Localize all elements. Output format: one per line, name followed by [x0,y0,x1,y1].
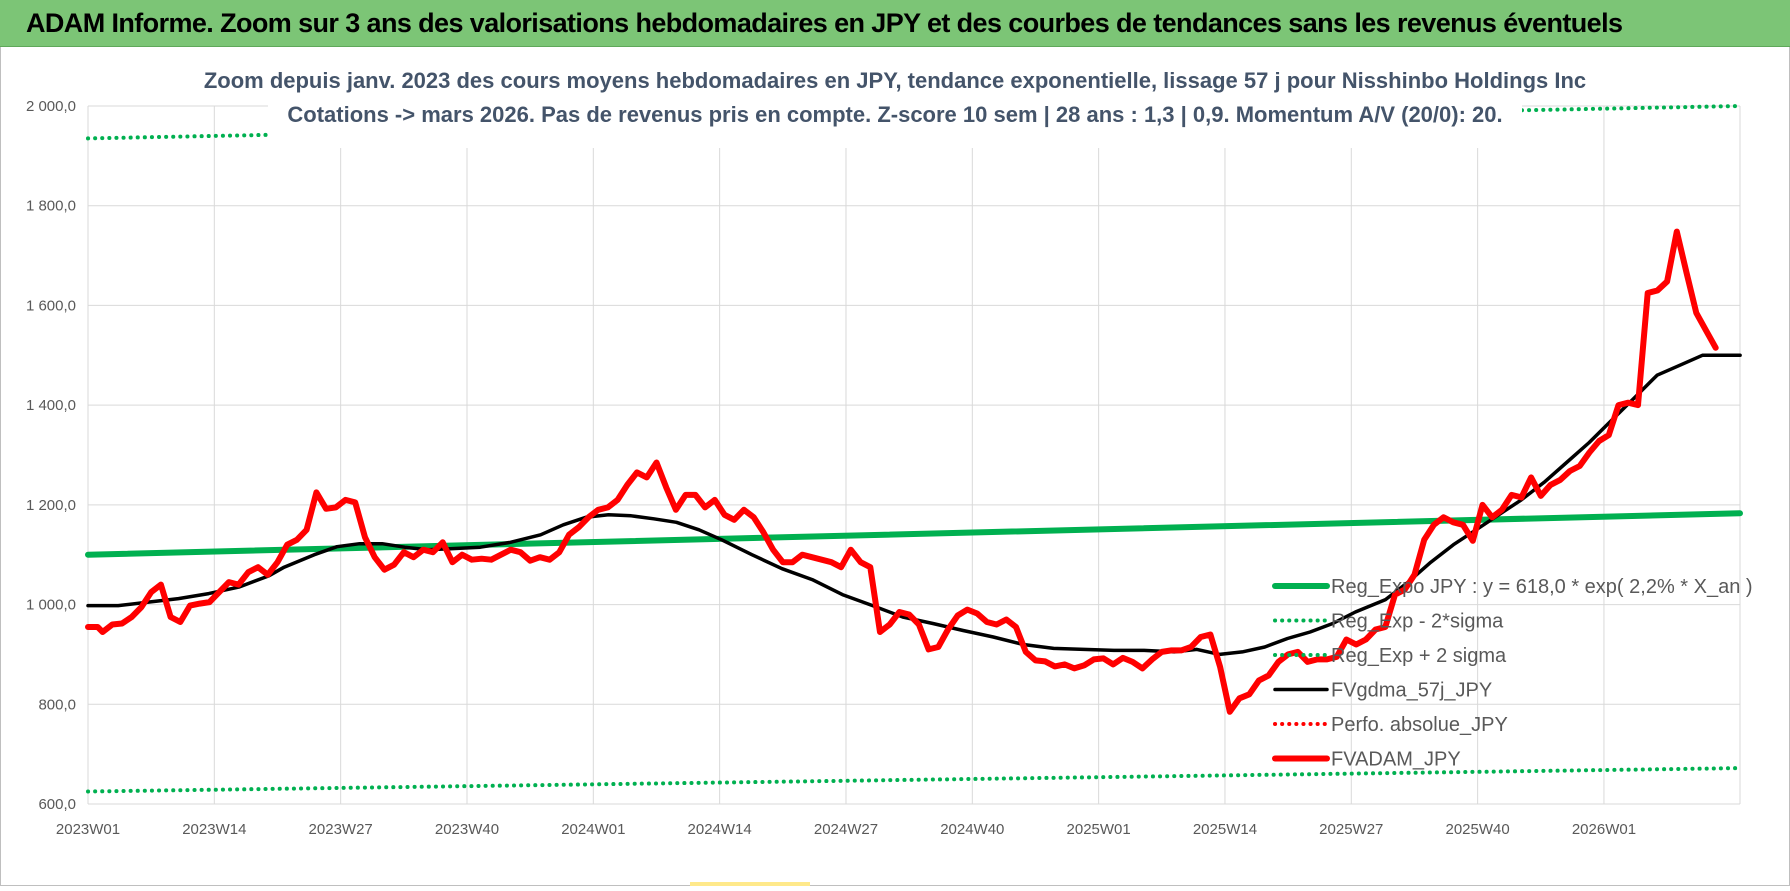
title-backdrop [268,60,1522,148]
x-tick-label: 2024W14 [688,821,752,838]
series-line-3 [86,353,1742,657]
x-tick-label: 2023W40 [435,821,499,838]
y-tick-label: 1 800,0 [26,198,76,215]
header-banner: ADAM Informe. Zoom sur 3 ans des valoris… [0,0,1790,47]
bottom-accent-bar [690,882,810,886]
legend: Reg_Expo JPY : y = 618,0 * exp( 2,2% * X… [1272,576,1753,771]
chart-title-line-1: Zoom depuis janv. 2023 des cours moyens … [204,68,1586,93]
y-tick-label: 1 600,0 [26,297,76,314]
x-tick-label: 2025W27 [1319,821,1383,838]
x-tick-label: 2026W01 [1572,821,1636,838]
y-tick-label: 1 000,0 [26,597,76,614]
legend-label: FVgdma_57j_JPY [1331,680,1492,702]
axes: 2 000,0 1 800,0 1 600,0 1 400,0 1 200,0 1 000… [26,98,1636,838]
legend-label: Reg_Expo JPY : y = 618,0 * exp( 2,2% * X… [1331,576,1753,598]
legend-label: Reg_Exp + 2 sigma [1331,645,1507,667]
x-tick-label: 2025W01 [1067,821,1131,838]
series-lines [85,104,1743,794]
y-tick-label: 1 200,0 [26,497,76,514]
y-tick-label: 1 400,0 [26,397,76,414]
chart-title-line-2: Cotations -> mars 2026. Pas de revenus p… [287,102,1502,127]
x-tick-label: 2023W01 [56,821,120,838]
y-tick-label: 800,0 [38,696,76,713]
x-tick-label: 2023W14 [182,821,246,838]
x-tick-label: 2024W27 [814,821,878,838]
series-line-0 [85,510,1743,558]
legend-label: FVADAM_JPY [1331,749,1461,771]
x-tick-label: 2023W27 [309,821,373,838]
legend-label: Perfo. absolue_JPY [1331,714,1508,736]
y-tick-label: 600,0 [38,796,76,813]
series-line-1 [86,766,1742,794]
line-chart: 2 000,0 1 800,0 1 600,0 1 400,0 1 200,0 1 000… [26,60,1753,838]
x-tick-label: 2025W14 [1193,821,1257,838]
chart-area: 2 000,0 1 800,0 1 600,0 1 400,0 1 200,0 1 000… [0,46,1790,886]
series-line-5 [85,228,1719,715]
x-tick-label: 2025W40 [1446,821,1510,838]
y-tick-label: 2 000,0 [26,98,76,115]
legend-label: Reg_Exp - 2*sigma [1331,611,1504,633]
x-tick-label: 2024W40 [940,821,1004,838]
report-title: ADAM Informe. Zoom sur 3 ans des valoris… [26,8,1623,38]
x-tick-label: 2024W01 [561,821,625,838]
